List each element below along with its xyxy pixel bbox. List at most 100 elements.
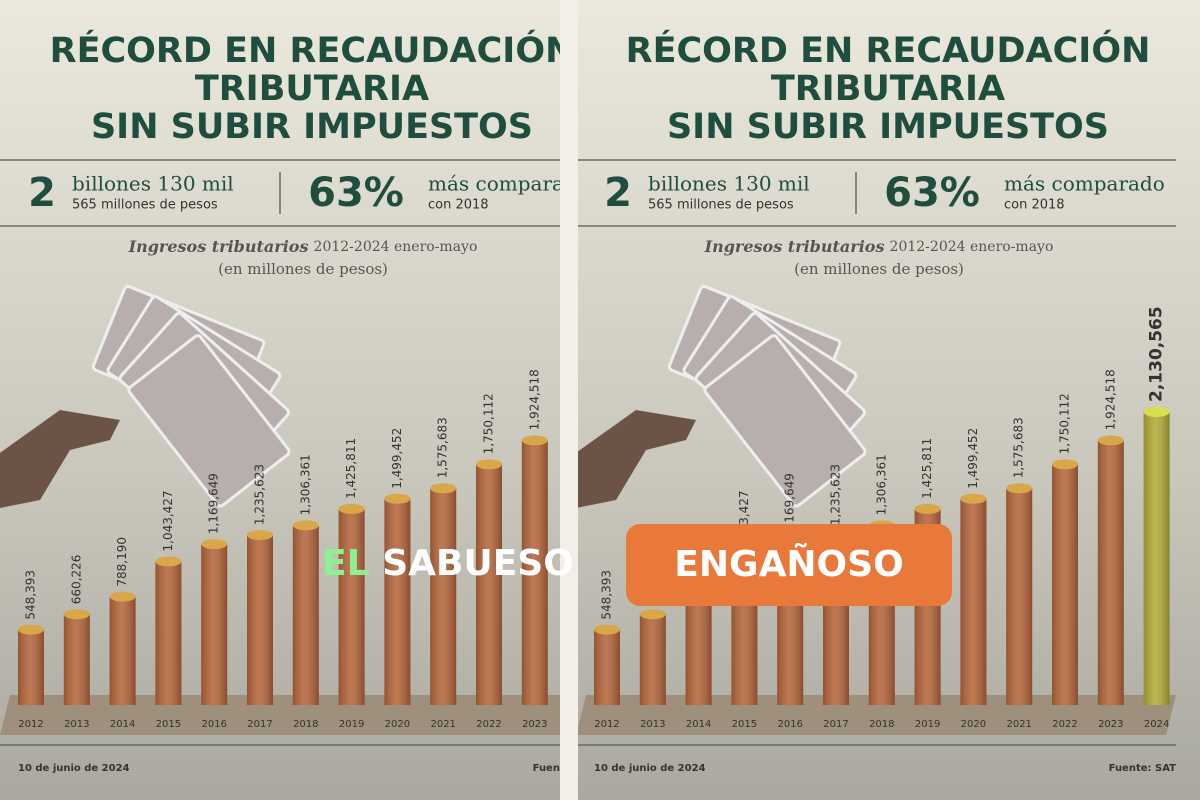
bar-cap (594, 624, 620, 635)
value-label: 1,750,112 (482, 393, 496, 454)
source: Fuente: SAT (533, 763, 601, 774)
bar-shade (1052, 464, 1078, 705)
bar-shade (639, 614, 666, 705)
value-label: 548,393 (600, 570, 614, 620)
value-label: 660,226 (69, 555, 83, 605)
value-label: 548,393 (24, 570, 38, 620)
stat-number: 63% (884, 170, 980, 216)
bar-shade (201, 544, 228, 705)
x-tick-label: 2012 (594, 719, 619, 730)
bar-shade (430, 488, 457, 705)
value-label: 1,169,649 (783, 473, 797, 534)
x-tick-label: 2019 (915, 719, 940, 730)
title-line: RÉCORD EN RECAUDACIÓN (626, 29, 1151, 71)
stat-number: 2 (28, 170, 56, 216)
bar-shade (476, 464, 502, 705)
hand (578, 410, 696, 508)
bar-shade (1006, 488, 1033, 705)
value-label: 1,425,811 (920, 438, 934, 499)
x-tick-label: 2021 (1006, 719, 1031, 730)
value-label: 2,130,565 (1147, 306, 1167, 402)
x-tick-label: 2017 (247, 719, 272, 730)
value-label: 788,190 (115, 537, 129, 587)
stat-text: más comparado (1004, 172, 1165, 196)
bar-cap (914, 503, 941, 514)
stat-text: más comparado (428, 172, 589, 196)
bar-shade (338, 508, 365, 705)
subtitle: Ingresos tributarios 2012-2024 enero-may… (704, 237, 1054, 256)
bar-shade (109, 596, 136, 705)
title-line: TRIBUTARIA (195, 69, 429, 109)
value-label: 1,306,361 (874, 454, 888, 515)
bar-cap (247, 530, 273, 541)
bill (127, 334, 291, 508)
value-label: 1,575,683 (1012, 417, 1026, 478)
x-tick-label: 2022 (476, 719, 501, 730)
verdict: ENGAÑOSO (674, 543, 903, 585)
subtitle-italic: Ingresos tributarios (128, 237, 309, 256)
bar-cap (201, 539, 228, 550)
source: Fuente: SAT (1109, 763, 1177, 774)
date: 10 de junio de 2024 (594, 763, 706, 774)
subtitle-italic: Ingresos tributarios (704, 237, 885, 256)
title-line: SIN SUBIR IMPUESTOS (667, 107, 1109, 147)
platform (0, 695, 560, 735)
bar-shade (594, 629, 620, 705)
bar-cap (1006, 483, 1033, 494)
x-tick-label: 2017 (823, 719, 848, 730)
bar-shade (685, 596, 712, 705)
bar-shade (1097, 440, 1124, 705)
subtitle-unit: (en millones de pesos) (794, 260, 964, 278)
x-tick-label: 2023 (1098, 719, 1123, 730)
x-tick-label: 2016 (777, 719, 802, 730)
hand (0, 410, 120, 508)
x-tick-label: 2020 (961, 719, 986, 730)
bar-cap (338, 503, 365, 514)
bar-cap (109, 591, 136, 602)
value-label: 1,235,623 (253, 464, 267, 525)
verdict-badge (626, 524, 952, 606)
bar-cap (63, 609, 90, 620)
value-label: 1,425,811 (344, 438, 358, 499)
bar-shade (292, 525, 319, 705)
date: 10 de junio de 2024 (18, 763, 130, 774)
value-label: 1,306,361 (298, 454, 312, 515)
value-label: 1,924,518 (527, 369, 541, 430)
brand-el: EL (322, 543, 370, 584)
value-label: 1,924,518 (1103, 369, 1117, 430)
bar-shade (247, 535, 273, 705)
stat-subtext: con 2018 (1004, 198, 1065, 213)
brand: EL SABUESO (322, 543, 574, 584)
bar-shade (384, 498, 411, 705)
x-tick-label: 2015 (732, 719, 757, 730)
bar-cap (1143, 407, 1170, 417)
bar-cap (521, 435, 548, 446)
subtitle-rest: 2012-2024 enero-mayo (890, 239, 1054, 255)
x-tick-label: 2014 (686, 719, 711, 730)
stat-subtext: con 2018 (428, 198, 489, 213)
bar-cap (18, 624, 44, 635)
bar-shade (960, 498, 987, 705)
bar-cap (292, 520, 319, 531)
subtitle: Ingresos tributarios 2012-2024 enero-may… (128, 237, 478, 256)
value-label: 1,499,452 (966, 428, 980, 489)
subtitle-unit: (en millones de pesos) (218, 260, 388, 278)
title-line: RÉCORD EN RECAUDACIÓN (50, 29, 575, 71)
x-tick-label: 2016 (201, 719, 226, 730)
value-label: 1,750,112 (1058, 393, 1072, 454)
panel-gap (560, 0, 578, 800)
x-tick-label: 2012 (18, 719, 43, 730)
bar-shade (1143, 412, 1170, 705)
x-tick-label: 2018 (869, 719, 894, 730)
bar-shade (63, 614, 90, 705)
stat-number: 2 (604, 170, 632, 216)
stat-subtext: 565 millones de pesos (72, 198, 218, 213)
x-tick-label: 2023 (522, 719, 547, 730)
value-label: 1,043,427 (161, 490, 175, 551)
subtitle-rest: 2012-2024 enero-mayo (314, 239, 478, 255)
bar-cap (639, 609, 666, 620)
bar-shade (155, 561, 182, 705)
x-tick-label: 2022 (1052, 719, 1077, 730)
